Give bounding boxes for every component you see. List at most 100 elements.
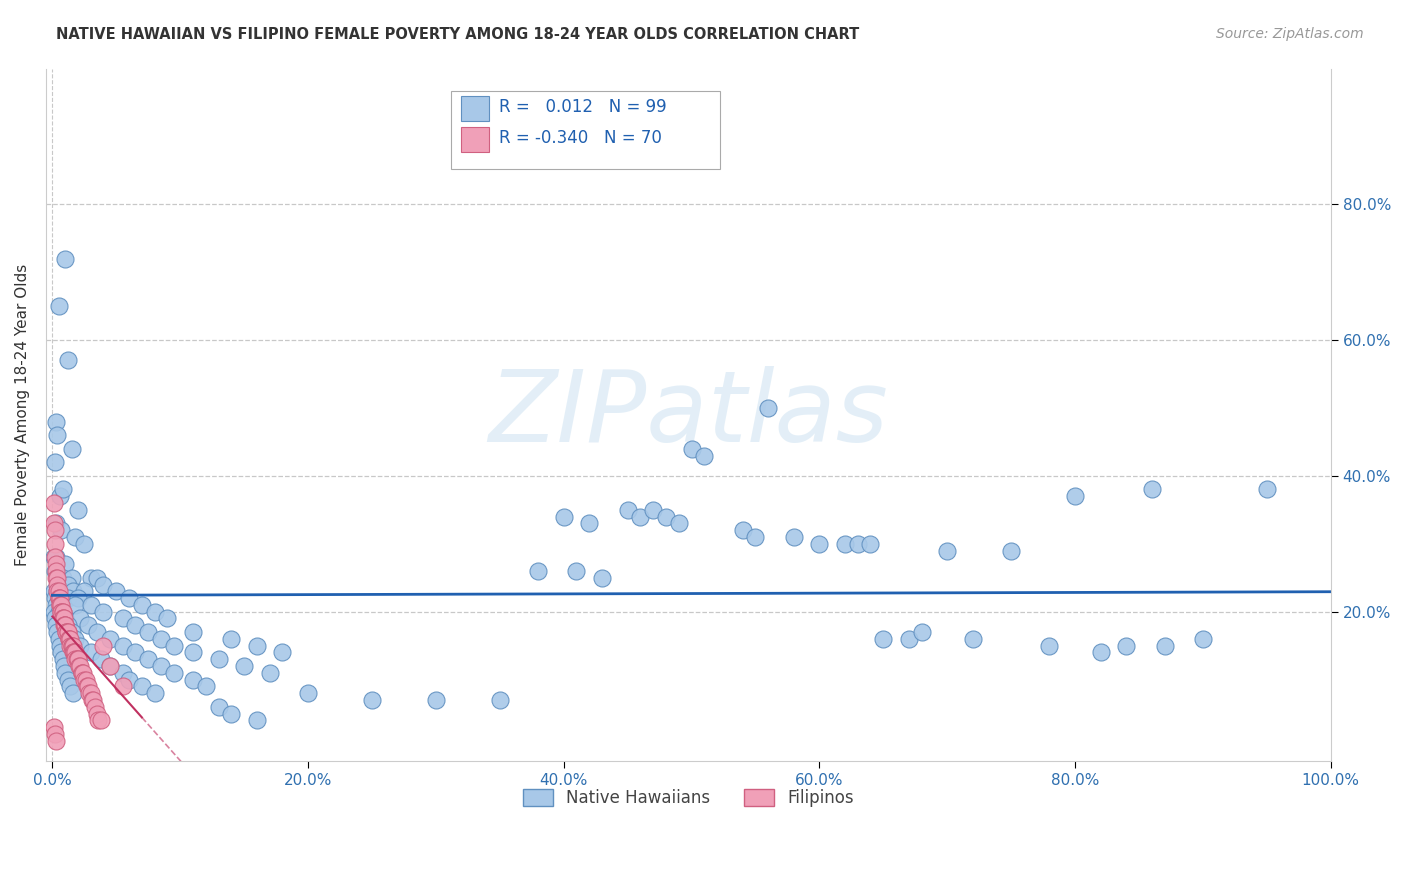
Filipinos [52, 611, 75, 625]
Native Hawaiians [565, 564, 588, 578]
Filipinos [51, 605, 73, 619]
Native Hawaiians [44, 611, 66, 625]
Native Hawaiians [66, 503, 89, 517]
Filipinos [53, 618, 76, 632]
Native Hawaiians [48, 605, 70, 619]
Native Hawaiians [361, 693, 384, 707]
Native Hawaiians [181, 645, 204, 659]
Native Hawaiians [1153, 639, 1175, 653]
Filipinos [65, 652, 87, 666]
Filipinos [46, 584, 69, 599]
Native Hawaiians [52, 659, 75, 673]
Filipinos [59, 632, 82, 646]
Native Hawaiians [56, 673, 79, 687]
Native Hawaiians [756, 401, 779, 415]
Native Hawaiians [80, 571, 103, 585]
Filipinos [49, 591, 72, 606]
Native Hawaiians [207, 699, 229, 714]
Native Hawaiians [59, 679, 82, 693]
Filipinos [58, 632, 80, 646]
Filipinos [83, 699, 105, 714]
Legend: Native Hawaiians, Filipinos: Native Hawaiians, Filipinos [515, 780, 862, 815]
Native Hawaiians [60, 442, 83, 456]
Filipinos [45, 571, 67, 585]
Text: Source: ZipAtlas.com: Source: ZipAtlas.com [1216, 27, 1364, 41]
Y-axis label: Female Poverty Among 18-24 Year Olds: Female Poverty Among 18-24 Year Olds [15, 264, 30, 566]
Filipinos [90, 714, 112, 728]
Filipinos [48, 591, 70, 606]
Filipinos [51, 598, 73, 612]
Native Hawaiians [49, 591, 72, 606]
Native Hawaiians [69, 639, 91, 653]
Native Hawaiians [643, 503, 665, 517]
Native Hawaiians [44, 564, 66, 578]
Native Hawaiians [872, 632, 894, 646]
Native Hawaiians [118, 673, 141, 687]
Native Hawaiians [45, 618, 67, 632]
Text: ZIPatlas: ZIPatlas [488, 367, 889, 463]
Native Hawaiians [910, 625, 932, 640]
Native Hawaiians [62, 584, 84, 599]
Filipinos [49, 598, 72, 612]
Native Hawaiians [1256, 483, 1278, 497]
Native Hawaiians [259, 665, 281, 680]
Native Hawaiians [69, 611, 91, 625]
Filipinos [77, 679, 100, 693]
Native Hawaiians [65, 530, 87, 544]
Filipinos [98, 659, 121, 673]
Filipinos [80, 693, 103, 707]
Native Hawaiians [77, 618, 100, 632]
Native Hawaiians [90, 652, 112, 666]
Native Hawaiians [131, 598, 153, 612]
Native Hawaiians [143, 686, 166, 700]
Native Hawaiians [45, 598, 67, 612]
Native Hawaiians [65, 598, 87, 612]
Native Hawaiians [44, 591, 66, 606]
Native Hawaiians [51, 523, 73, 537]
Filipinos [70, 665, 93, 680]
Native Hawaiians [156, 611, 179, 625]
Native Hawaiians [936, 543, 959, 558]
Native Hawaiians [66, 591, 89, 606]
Native Hawaiians [124, 618, 146, 632]
Filipinos [55, 625, 77, 640]
Native Hawaiians [163, 639, 186, 653]
Native Hawaiians [105, 584, 128, 599]
Filipinos [66, 652, 89, 666]
Native Hawaiians [578, 516, 600, 531]
Filipinos [59, 639, 82, 653]
Native Hawaiians [897, 632, 920, 646]
Filipinos [73, 673, 96, 687]
Filipinos [66, 652, 89, 666]
Filipinos [76, 679, 98, 693]
Filipinos [44, 550, 66, 565]
Native Hawaiians [111, 611, 134, 625]
Native Hawaiians [207, 652, 229, 666]
Native Hawaiians [52, 571, 75, 585]
Native Hawaiians [150, 632, 173, 646]
Native Hawaiians [42, 584, 65, 599]
Native Hawaiians [693, 449, 716, 463]
Native Hawaiians [80, 645, 103, 659]
Filipinos [58, 632, 80, 646]
Filipinos [45, 564, 67, 578]
Filipinos [48, 584, 70, 599]
Native Hawaiians [48, 632, 70, 646]
Native Hawaiians [181, 673, 204, 687]
Filipinos [48, 591, 70, 606]
FancyBboxPatch shape [461, 96, 489, 121]
Native Hawaiians [668, 516, 690, 531]
Native Hawaiians [53, 557, 76, 571]
Filipinos [63, 645, 86, 659]
Filipinos [42, 720, 65, 734]
Native Hawaiians [591, 571, 613, 585]
Text: NATIVE HAWAIIAN VS FILIPINO FEMALE POVERTY AMONG 18-24 YEAR OLDS CORRELATION CHA: NATIVE HAWAIIAN VS FILIPINO FEMALE POVER… [56, 27, 859, 42]
Filipinos [45, 733, 67, 747]
Native Hawaiians [131, 679, 153, 693]
Filipinos [60, 639, 83, 653]
Text: R =   0.012   N = 99: R = 0.012 N = 99 [499, 97, 666, 116]
Filipinos [51, 605, 73, 619]
Native Hawaiians [488, 693, 510, 707]
Native Hawaiians [45, 516, 67, 531]
Filipinos [66, 652, 89, 666]
